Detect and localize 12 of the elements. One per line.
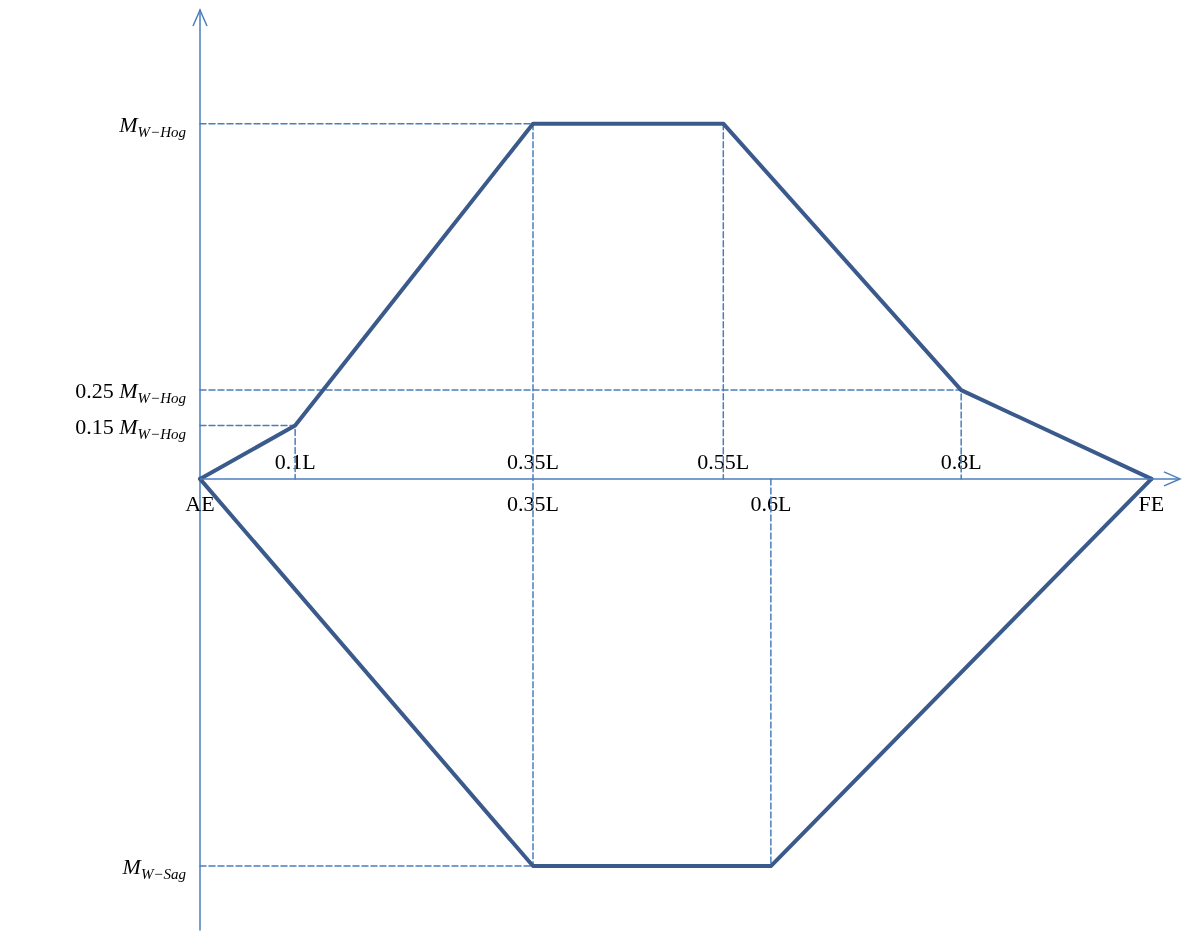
- x2-tick-label: 0.55L: [697, 449, 750, 475]
- x-tick-label: 0.35L: [507, 491, 559, 517]
- y-tick-label: 0.15 M$_{W−Hog}$: [75, 413, 187, 442]
- x-tick-label: 0.6L: [750, 491, 792, 517]
- y-tick-label: 0.25 M$_{W−Hog}$: [75, 377, 187, 407]
- x2-tick-label: 0.35L: [507, 449, 559, 475]
- x2-tick-label: 0.1L: [274, 449, 316, 475]
- x-tick-label: FE: [1138, 491, 1165, 517]
- y-tick-label: M$_{W−Sag}$: [121, 853, 187, 883]
- x-tick-label: AE: [185, 491, 215, 517]
- x2-tick-label: 0.8L: [940, 449, 982, 475]
- y-tick-label: M$_{W−Hog}$: [118, 111, 187, 140]
